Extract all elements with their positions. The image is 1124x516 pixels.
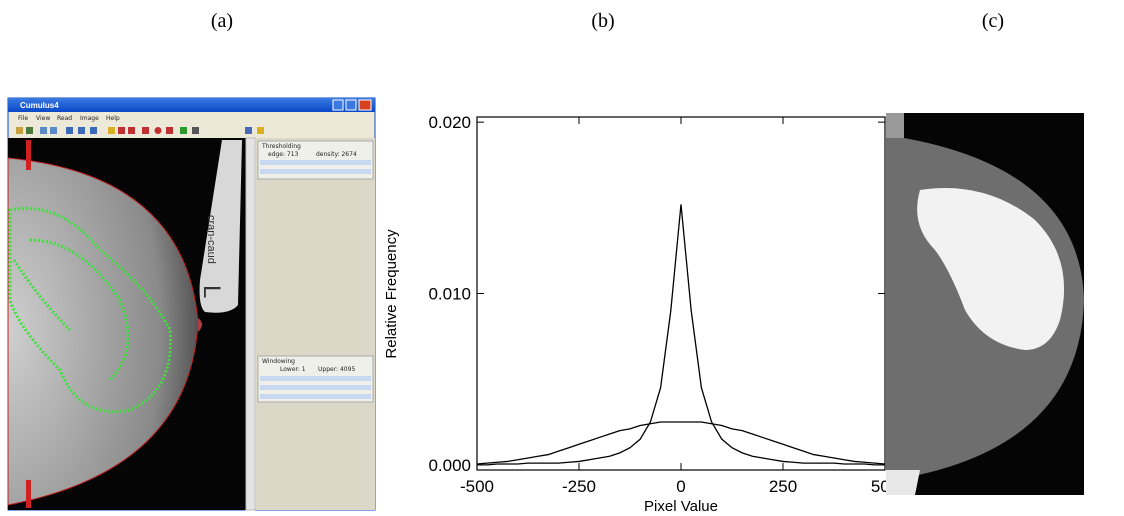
density-value: density: 2674 [316, 151, 357, 158]
y-tick-label: 0.010 [428, 285, 471, 304]
close-button[interactable] [358, 99, 372, 111]
plot-frame [476, 116, 886, 471]
image-edge [886, 113, 904, 140]
paddle-marker [199, 140, 242, 313]
edge-value: edge: 713 [268, 151, 299, 158]
dense-region [8, 206, 172, 414]
edge-marker [26, 140, 31, 170]
tool-icon[interactable] [257, 127, 264, 134]
x-tick-label: 0 [676, 477, 685, 496]
tool-icon[interactable] [26, 127, 33, 134]
nipple [198, 318, 202, 332]
toolbar [16, 127, 264, 134]
minimize-button[interactable] [332, 99, 344, 111]
x-tick-label: -500 [460, 477, 494, 496]
chart: Pixel Value Relative Frequency -500 -250 0… [383, 113, 899, 515]
sidebar [256, 138, 375, 510]
tool-icon[interactable] [16, 127, 23, 134]
menu-item[interactable]: View [36, 115, 50, 122]
menu-item[interactable]: Image [80, 115, 99, 122]
y-axis-label: Relative Frequency [383, 229, 400, 359]
tool-icon[interactable] [40, 127, 47, 134]
tool-icon[interactable] [108, 127, 115, 134]
slider[interactable] [260, 160, 371, 165]
tool-icon[interactable] [66, 127, 73, 134]
side-label: L [198, 285, 225, 298]
line-series [477, 204, 885, 466]
slider[interactable] [260, 394, 371, 399]
tool-icon[interactable] [154, 127, 162, 134]
tool-icon[interactable] [192, 127, 199, 134]
edge-marker [26, 480, 31, 508]
tool-icon[interactable] [128, 127, 135, 134]
tool-icon[interactable] [118, 127, 125, 134]
tool-icon[interactable] [90, 127, 97, 134]
line-series [476, 421, 886, 465]
upper-value: Upper: 4095 [318, 366, 355, 373]
menu-item[interactable]: Help [106, 115, 120, 122]
slider[interactable] [260, 385, 371, 390]
tool-icon[interactable] [180, 127, 187, 134]
panel-label: (c) [982, 10, 1004, 32]
maximize-button[interactable] [345, 99, 357, 111]
scrollbar[interactable] [245, 137, 256, 511]
segmented-image [886, 113, 1084, 495]
slider[interactable] [260, 169, 371, 174]
tool-icon[interactable] [78, 127, 85, 134]
tool-icon[interactable] [50, 127, 57, 134]
window-title: Cumulus4 [20, 101, 59, 110]
panel-title: Windowing [262, 358, 295, 365]
slider[interactable] [260, 376, 371, 381]
x-tick-label: -250 [562, 477, 596, 496]
tool-icon[interactable] [245, 127, 252, 134]
title-bar [8, 98, 375, 112]
tool-icon[interactable] [142, 127, 149, 134]
tool-icon[interactable] [166, 127, 173, 134]
panel-label: (a) [211, 10, 233, 32]
lower-value: Lower: 1 [280, 366, 306, 373]
x-tick-label: 250 [769, 477, 797, 496]
view-label: cran-caud [205, 215, 217, 264]
menu-item[interactable]: Read [57, 115, 72, 122]
x-axis-label: Pixel Value [644, 498, 718, 515]
panel-title: Thresholding [261, 143, 301, 150]
breast-image [7, 157, 199, 506]
dense-region [917, 188, 1065, 350]
screenshot: Cumulus4 File View Read Image Help [7, 97, 376, 511]
y-tick-label: 0.020 [428, 113, 471, 132]
y-tick-label: 0.000 [428, 456, 471, 475]
panel-label: (b) [591, 10, 614, 32]
menu-item[interactable]: File [18, 115, 28, 122]
image-edge [886, 470, 920, 495]
